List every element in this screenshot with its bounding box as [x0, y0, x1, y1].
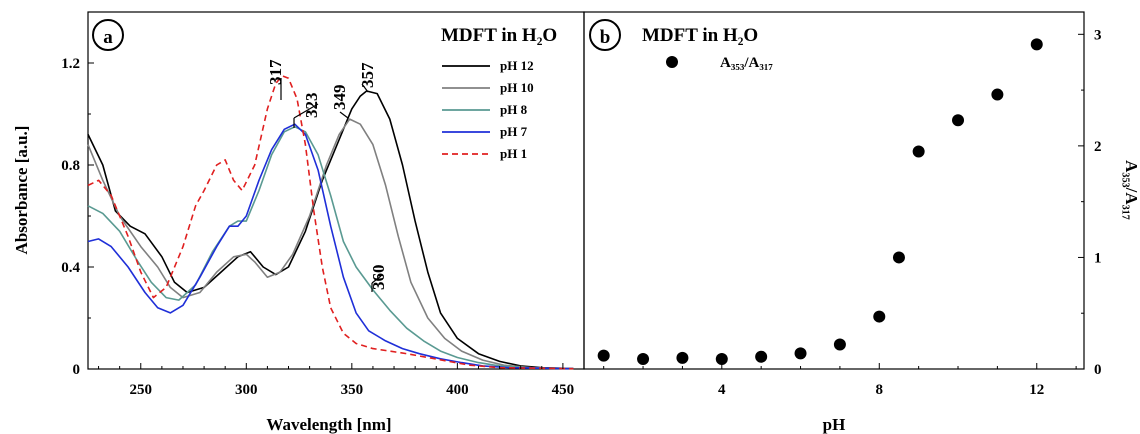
annotation-leader	[371, 275, 382, 284]
panel-a-legend: pH 12 pH 10 pH 8 pH 7 pH 1	[442, 58, 534, 161]
legend-label-ph-10: pH 10	[500, 80, 534, 95]
panel-b-ytick-label: 2	[1094, 139, 1102, 155]
data-point	[755, 350, 768, 363]
annotation-357: 357	[358, 62, 377, 88]
data-point	[794, 347, 807, 360]
panel-b-legend: A₃₅₃/A₃₁₇	[666, 55, 773, 71]
panel-b-points	[597, 38, 1043, 365]
annotation-349: 349	[330, 85, 349, 111]
panel-b-legend-marker	[666, 56, 678, 68]
panel-a-ylabel: Absorbance [a.u.]	[12, 126, 31, 255]
panel-b-xtick-label: 8	[876, 382, 884, 398]
panel-b-xtick-label: 4	[718, 382, 726, 398]
panel-a-ytick-label: 1.2	[61, 56, 80, 72]
panel-b-y-ticks: 0 1 2 3	[1078, 27, 1102, 378]
panel-a-annotations: 317 323 349 357 360	[266, 59, 388, 292]
annotation-leader	[339, 111, 349, 119]
panel-a: 250 300 350 400 450 0 0.4 0.8 1.2 a Wavelength …	[12, 19, 575, 434]
legend-label-ph-1: pH 1	[500, 146, 527, 161]
panel-a-ytick-label: 0	[73, 362, 81, 378]
data-point	[892, 251, 905, 264]
panel-b-xlabel: pH	[823, 415, 846, 434]
data-point	[952, 114, 965, 127]
legend-label-ph-8: pH 8	[500, 102, 528, 117]
annotation-leader	[293, 103, 319, 119]
panel-b-ytick-label: 1	[1094, 250, 1102, 266]
panel-b-frame	[583, 11, 1085, 370]
panel-a-letter: a	[92, 19, 124, 51]
panel-b-letter: b	[589, 19, 621, 51]
curve-ph-8	[87, 126, 574, 370]
annotation-317: 317	[266, 59, 285, 85]
panel-b-xtick-label: 12	[1029, 382, 1044, 398]
panel-a-y-ticks: 0 0.4 0.8 1.2	[61, 56, 94, 378]
panel-a-xtick-label: 450	[552, 382, 575, 398]
data-point	[991, 88, 1004, 101]
panel-b-ytick-label: 0	[1094, 362, 1102, 378]
panel-b-legend-label: A₃₅₃/A₃₁₇	[720, 55, 773, 71]
panel-a-xlabel: Wavelength [nm]	[266, 415, 391, 434]
panel-a-ytick-label: 0.4	[61, 260, 80, 276]
data-point	[912, 145, 925, 158]
panel-b-ylabel: A₃₅₃/A₃₁₇	[1122, 160, 1140, 220]
data-point	[1030, 38, 1043, 51]
data-point	[637, 352, 650, 365]
data-point	[715, 352, 728, 365]
panel-a-xtick-label: 250	[130, 382, 153, 398]
curve-ph-10	[87, 118, 574, 370]
annotation-323: 323	[302, 93, 321, 119]
panel-a-xtick-label: 300	[235, 382, 258, 398]
data-point	[873, 310, 886, 323]
legend-label-ph-12: pH 12	[500, 58, 534, 73]
panel-b-letter-text: b	[600, 27, 611, 48]
data-point	[833, 338, 846, 351]
data-point	[676, 351, 689, 364]
annotation-leader	[361, 83, 369, 93]
panel-a-xtick-label: 350	[341, 382, 364, 398]
data-point	[597, 349, 610, 362]
panel-a-ytick-label: 0.8	[61, 158, 80, 174]
curve-ph-12	[87, 90, 574, 370]
panel-a-x-ticks: 250 300 350 400 450	[98, 363, 575, 398]
annotation-360: 360	[369, 265, 388, 291]
panel-a-title: MDFT in H₂O	[441, 25, 557, 46]
panel-b-ytick-label: 3	[1094, 27, 1102, 43]
legend-label-ph-7: pH 7	[500, 124, 528, 139]
panel-b-x-ticks: 4 8 12	[603, 363, 1077, 398]
panel-a-xtick-label: 400	[446, 382, 469, 398]
curve-ph-1	[87, 75, 574, 370]
panel-b-title: MDFT in H₂O	[642, 25, 758, 46]
curve-ph-7	[87, 123, 574, 370]
panel-a-curves	[87, 75, 574, 370]
panel-a-letter-text: a	[103, 27, 113, 48]
